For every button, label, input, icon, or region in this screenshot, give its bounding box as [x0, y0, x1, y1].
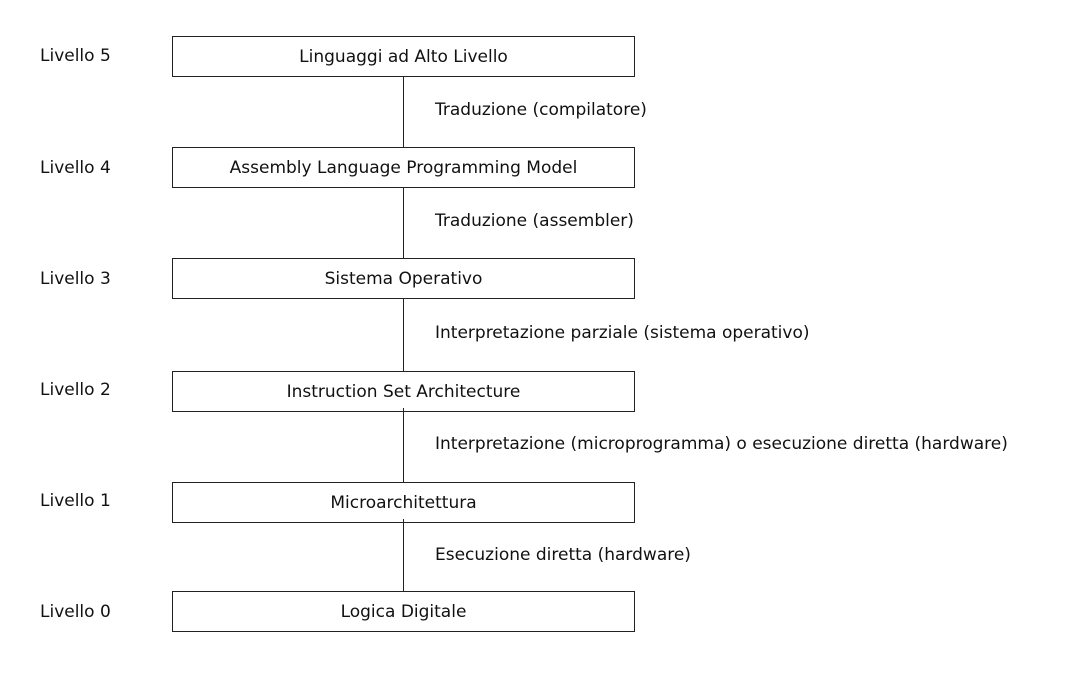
- level-2-name: Instruction Set Architecture: [286, 381, 521, 402]
- level-5-name: Linguaggi ad Alto Livello: [299, 46, 508, 67]
- connector-4-3: [403, 188, 404, 258]
- level-5-box: Linguaggi ad Alto Livello: [172, 36, 635, 77]
- level-2-box: Instruction Set Architecture: [172, 371, 635, 412]
- connector-2-1: [403, 408, 404, 482]
- level-0-label: Livello 0: [40, 602, 111, 622]
- level-3-name: Sistema Operativo: [324, 268, 483, 289]
- transition-2-1-label: Interpretazione (microprogramma) o esecu…: [435, 434, 1008, 454]
- connector-3-2: [403, 299, 404, 371]
- level-2-label: Livello 2: [40, 380, 111, 400]
- transition-4-3-label: Traduzione (assembler): [435, 211, 634, 231]
- connector-5-4: [403, 77, 404, 147]
- level-4-name: Assembly Language Programming Model: [229, 157, 578, 178]
- transition-1-0-label: Esecuzione diretta (hardware): [435, 545, 691, 565]
- level-0-box: Logica Digitale: [172, 591, 635, 632]
- level-1-box: Microarchitettura: [172, 482, 635, 523]
- transition-3-2-label: Interpretazione parziale (sistema operat…: [435, 323, 810, 343]
- level-0-name: Logica Digitale: [340, 601, 467, 622]
- level-3-box: Sistema Operativo: [172, 258, 635, 299]
- level-5-label: Livello 5: [40, 46, 111, 66]
- level-1-name: Microarchitettura: [330, 492, 477, 513]
- transition-5-4-label: Traduzione (compilatore): [435, 100, 647, 120]
- connector-1-0: [403, 519, 404, 591]
- level-4-label: Livello 4: [40, 158, 111, 178]
- level-1-label: Livello 1: [40, 491, 111, 511]
- level-3-label: Livello 3: [40, 269, 111, 289]
- level-4-box: Assembly Language Programming Model: [172, 147, 635, 188]
